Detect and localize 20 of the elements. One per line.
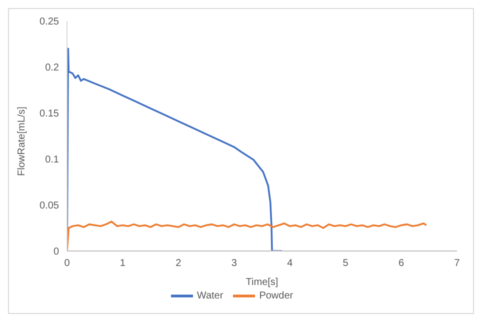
- x-tick-label: 7: [454, 258, 460, 270]
- x-tick-label: 2: [176, 258, 182, 270]
- y-tick-label: 0: [53, 246, 60, 258]
- y-tick-label: 0.2: [45, 62, 60, 74]
- x-tick-label: 1: [120, 258, 126, 270]
- x-axis-title: Time[s]: [246, 277, 278, 288]
- line-series: [67, 220, 428, 251]
- y-axis-title: FlowRate[mL/s]: [16, 106, 28, 176]
- x-tick-label: 4: [287, 258, 294, 270]
- x-tick-label: 5: [342, 258, 349, 270]
- x-tick-label: 6: [398, 258, 405, 270]
- x-tick-label: 3: [231, 258, 238, 270]
- legend-label: Water: [196, 290, 224, 302]
- y-tick-label: 0.25: [40, 16, 60, 28]
- y-tick-label: 0.1: [45, 154, 60, 166]
- y-tick-label: 0.05: [40, 200, 60, 212]
- y-tick-label: 0.15: [40, 108, 60, 120]
- x-tick-label: 0: [64, 258, 70, 270]
- line-series: [67, 48, 283, 251]
- legend-label: Powder: [259, 290, 294, 302]
